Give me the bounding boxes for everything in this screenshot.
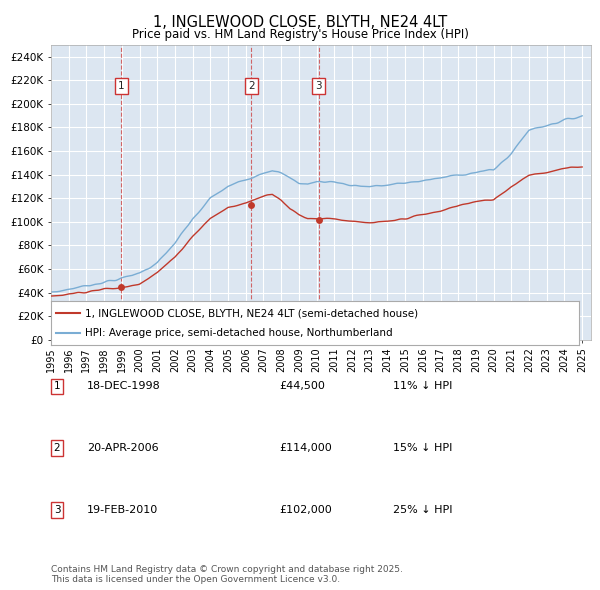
Text: £114,000: £114,000 (279, 444, 332, 453)
Text: 19-FEB-2010: 19-FEB-2010 (87, 506, 158, 515)
Text: 1: 1 (53, 382, 61, 391)
Text: Price paid vs. HM Land Registry's House Price Index (HPI): Price paid vs. HM Land Registry's House … (131, 28, 469, 41)
Text: 11% ↓ HPI: 11% ↓ HPI (393, 382, 452, 391)
Text: £102,000: £102,000 (279, 506, 332, 515)
Text: 25% ↓ HPI: 25% ↓ HPI (393, 506, 452, 515)
Text: 18-DEC-1998: 18-DEC-1998 (87, 382, 161, 391)
Text: 1: 1 (118, 81, 124, 91)
Text: 1, INGLEWOOD CLOSE, BLYTH, NE24 4LT: 1, INGLEWOOD CLOSE, BLYTH, NE24 4LT (153, 15, 447, 30)
Text: 2: 2 (248, 81, 254, 91)
Text: £44,500: £44,500 (279, 382, 325, 391)
Text: HPI: Average price, semi-detached house, Northumberland: HPI: Average price, semi-detached house,… (85, 328, 393, 337)
Text: Contains HM Land Registry data © Crown copyright and database right 2025.
This d: Contains HM Land Registry data © Crown c… (51, 565, 403, 584)
Text: 3: 3 (316, 81, 322, 91)
Text: 2: 2 (53, 444, 61, 453)
Text: 15% ↓ HPI: 15% ↓ HPI (393, 444, 452, 453)
Text: 20-APR-2006: 20-APR-2006 (87, 444, 158, 453)
Text: 3: 3 (53, 506, 61, 515)
Text: 1, INGLEWOOD CLOSE, BLYTH, NE24 4LT (semi-detached house): 1, INGLEWOOD CLOSE, BLYTH, NE24 4LT (sem… (85, 309, 418, 318)
